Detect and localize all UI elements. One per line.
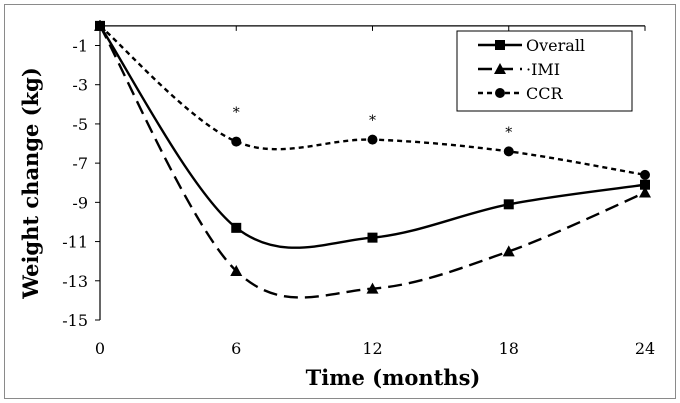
legend-label-ccr: CCR (526, 84, 563, 103)
data-point-imi (230, 264, 243, 276)
x-tick-label: 0 (95, 339, 105, 358)
x-tick-label: 18 (499, 339, 519, 358)
series-line-ccr (99, 24, 646, 177)
axes: -1 -3 -5 -7 -9 -11 -13 -15 0 6 12 18 24 (62, 20, 655, 358)
y-tick-label: -15 (62, 311, 88, 330)
y-tick-label: -9 (72, 193, 88, 212)
x-tick-label: 6 (231, 339, 241, 358)
y-tick-label: -11 (62, 233, 88, 252)
data-point-imi (502, 245, 515, 257)
series-lines (98, 24, 646, 299)
legend: Overall ·IMI CCR (456, 30, 633, 112)
data-point-imi (639, 186, 651, 198)
legend-marker-ccr (495, 88, 505, 98)
y-axis-title: Weight change (kg) (18, 67, 43, 300)
y-tick-label: -5 (72, 115, 88, 134)
series-markers (94, 19, 651, 294)
x-axis-title: Time (months) (306, 365, 481, 390)
data-point-ccr (503, 146, 514, 157)
data-point-overall (367, 232, 378, 243)
data-point-ccr (95, 20, 105, 31)
data-point-ccr (640, 169, 650, 180)
data-point-overall (640, 179, 650, 190)
legend-marker-overall (495, 40, 505, 50)
data-point-ccr (231, 136, 242, 147)
x-tick-label: 24 (635, 339, 655, 358)
legend-label-overall: Overall (526, 36, 585, 55)
data-point-ccr (367, 134, 378, 145)
x-tick-label: 12 (362, 339, 382, 358)
legend-marker-imi (494, 63, 506, 74)
y-tick-label: -3 (72, 76, 88, 95)
data-point-imi (366, 282, 379, 294)
data-point-overall (231, 222, 242, 233)
significance-markers: * * * (233, 105, 513, 141)
series-line-overall (99, 25, 646, 249)
significance-asterisk: * (233, 105, 240, 121)
significance-asterisk: * (369, 113, 376, 129)
y-tick-label: -13 (62, 272, 88, 291)
series-line-imi (98, 25, 646, 299)
y-tick-label: -7 (72, 154, 88, 173)
data-point-overall (503, 199, 514, 210)
significance-asterisk: * (505, 125, 512, 141)
y-tick-label: -1 (72, 36, 88, 55)
legend-label-imi: ·IMI (526, 60, 560, 79)
